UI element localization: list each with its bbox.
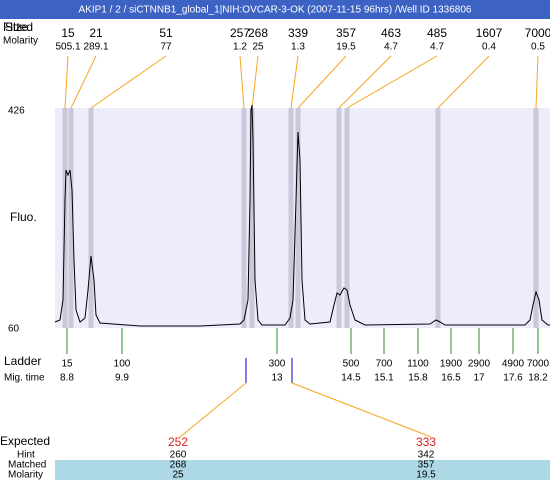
row-label: Size [5,20,29,34]
peak-band [241,108,247,328]
peak-molarity: 1.2 [233,42,247,53]
peak-molarity: 505.1 [55,42,80,53]
peak-band [295,108,301,328]
expected-label: Expected [0,434,50,448]
peak-band [88,108,94,328]
connector [291,382,432,438]
expected-size: 252 [168,435,188,449]
molarity: 19.5 [416,470,436,480]
peak-size: 485 [427,26,447,40]
peak-band [288,108,294,328]
molarity-label: Molarity [8,470,43,480]
peak-connector [251,55,259,109]
peak-molarity: 289.1 [83,42,108,53]
ladder-time: 13 [271,373,283,384]
peak-size: 339 [288,26,308,40]
ladder-time: 14.5 [341,373,361,384]
peak-connector [70,55,97,109]
ladder-time: 15.8 [408,373,428,384]
ladder-size: 1900 [440,359,463,370]
title-bar [0,0,550,19]
peak-connector [535,55,539,109]
ladder-size: 100 [114,359,131,370]
plot-area [55,108,550,328]
peak-size: 1607 [476,26,503,40]
peak-band [533,108,539,328]
ladder-time: 16.5 [441,373,461,384]
peak-band [336,108,342,328]
peak-connector [90,55,167,109]
peak-band [68,108,74,328]
molarity: 25 [172,470,184,480]
time-label: Mig. time [4,373,45,384]
y-label: Fluo. [10,210,37,224]
ladder-time: 17 [473,373,485,384]
ladder-size: 300 [269,359,286,370]
peak-molarity: 1.3 [291,42,305,53]
ladder-size: 700 [376,359,393,370]
peak-connector [239,55,245,109]
peak-connector [64,55,69,109]
expected-size: 333 [416,435,436,449]
row-label: Fitted [3,20,33,34]
ladder-time: 9.9 [115,373,129,384]
matched: 268 [170,460,187,471]
ladder-size: 4900 [502,359,525,370]
peak-size: 357 [336,26,356,40]
peak-band [344,108,350,328]
ladder-time: 8.8 [60,373,74,384]
ladder-time: 15.1 [374,373,394,384]
ladder-time: 18.2 [528,373,548,384]
peak-size: 257 [230,26,250,40]
hint-label: Hint [17,450,35,461]
ladder-label: Ladder [4,354,41,368]
matched: 357 [418,460,435,471]
peak-molarity: 4.7 [384,42,398,53]
peak-connector [297,55,347,109]
ladder-size: 500 [343,359,360,370]
trace [54,104,550,327]
peak-connector [346,55,438,109]
peak-size: 268 [248,26,268,40]
peak-size: 21 [89,26,103,40]
peak-size: 463 [381,26,401,40]
peak-molarity: 25 [252,42,264,53]
connector [179,382,247,438]
ladder-time: 17.6 [503,373,523,384]
title: AKIP1 / 2 / siCTNNB1_global_1|NIH:OVCAR-… [79,5,472,16]
ladder-size: 15 [61,359,73,370]
ladder-size: 7000 [527,359,550,370]
ladder-size: 1100 [407,359,429,370]
peak-molarity: 19.5 [336,42,356,53]
peak-band [249,108,255,328]
peak-molarity: 0.4 [482,42,496,53]
hint: 342 [418,450,435,461]
peak-molarity: 0.5 [531,42,545,53]
ladder-size: 2900 [468,359,491,370]
peak-size: 7000 [525,26,550,40]
peak-connector [338,55,392,109]
matched-band [55,460,550,480]
peak-molarity: 77 [160,42,172,53]
y-min: 60 [8,324,20,335]
y-max: 426 [8,106,25,117]
peak-connector [290,55,299,109]
peak-size: 51 [159,26,173,40]
matched-label: Matched [8,460,46,471]
peak-size: 15 [61,26,75,40]
peak-band [435,108,441,328]
peak-connector [437,55,490,109]
hint: 260 [170,450,187,461]
row-label: Molarity [3,36,38,47]
peak-molarity: 4.7 [430,42,444,53]
